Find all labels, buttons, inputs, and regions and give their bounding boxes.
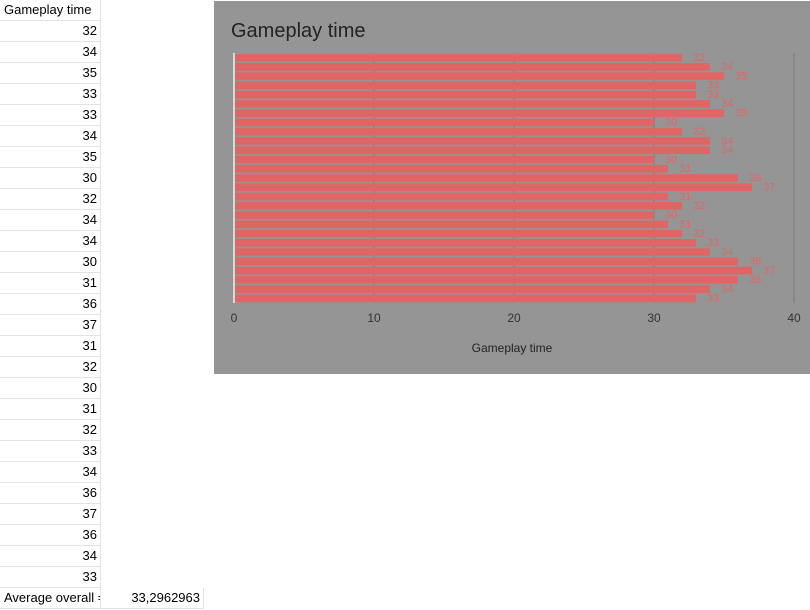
- bar: [234, 90, 696, 99]
- data-cell[interactable]: 33: [0, 84, 101, 105]
- data-cell[interactable]: 31: [0, 399, 101, 420]
- bar: [234, 294, 696, 303]
- bar: [234, 192, 668, 201]
- data-cell[interactable]: 33: [0, 567, 101, 588]
- data-cell[interactable]: 30: [0, 378, 101, 399]
- x-tick-label: 0: [231, 311, 238, 325]
- data-cell[interactable]: 36: [0, 483, 101, 504]
- bar-value-label: 31: [679, 191, 691, 203]
- bar-value-label: 32: [693, 52, 705, 64]
- bar-value-label: 34: [721, 98, 733, 110]
- bar: [234, 229, 682, 238]
- x-tick-label: 30: [647, 311, 661, 325]
- bar-value-label: 37: [763, 182, 775, 194]
- bar: [234, 146, 710, 155]
- data-cell[interactable]: 34: [0, 462, 101, 483]
- bar: [234, 109, 724, 117]
- data-cell[interactable]: 34: [0, 42, 101, 63]
- bar: [234, 183, 752, 192]
- bar-value-label: 32: [693, 228, 705, 240]
- data-cell[interactable]: 32: [0, 357, 101, 378]
- data-cell[interactable]: 31: [0, 273, 101, 294]
- data-cell[interactable]: 35: [0, 63, 101, 84]
- data-cell[interactable]: 35: [0, 147, 101, 168]
- bar: [234, 266, 752, 275]
- data-cell[interactable]: 34: [0, 231, 101, 252]
- bar-value-label: 37: [763, 265, 775, 277]
- bar-value-label: 34: [721, 246, 733, 258]
- bar-value-label: 35: [735, 107, 747, 119]
- data-cell[interactable]: 32: [0, 420, 101, 441]
- bar: [234, 239, 696, 247]
- bar-value-label: 33: [707, 80, 719, 92]
- average-value-cell[interactable]: 33,2962963: [101, 588, 204, 609]
- bar-value-label: 35: [735, 70, 747, 82]
- data-cell[interactable]: 34: [0, 126, 101, 147]
- data-cell[interactable]: 37: [0, 315, 101, 336]
- bar-value-label: 33: [707, 237, 719, 249]
- bar: [234, 257, 738, 266]
- bar-value-label: 32: [693, 200, 705, 212]
- chart-panel[interactable]: Gameplay time 0 10 20 30 40 32 34 35 33 33 34 35 30 32…: [214, 1, 810, 374]
- bar-value-label: 32: [693, 126, 705, 138]
- data-cell[interactable]: 33: [0, 441, 101, 462]
- bar-value-label: 30: [665, 117, 677, 129]
- data-cell[interactable]: 37: [0, 504, 101, 525]
- data-cell[interactable]: 34: [0, 210, 101, 231]
- bar: [234, 137, 710, 145]
- bar-value-label: 34: [721, 135, 733, 147]
- x-axis-label: Gameplay time: [472, 341, 553, 355]
- bar: [234, 63, 710, 71]
- bar: [234, 201, 682, 210]
- data-cell[interactable]: 31: [0, 336, 101, 357]
- data-cell[interactable]: 36: [0, 525, 101, 546]
- bar-value-label: 34: [721, 283, 733, 295]
- bar: [234, 127, 682, 136]
- column-header-cell[interactable]: Gameplay time: [0, 0, 101, 21]
- chart-title: Gameplay time: [231, 20, 366, 42]
- bar: [234, 100, 710, 108]
- average-label-cell[interactable]: Average overall =: [0, 588, 101, 609]
- bar-value-label: 36: [749, 256, 761, 268]
- bar: [234, 276, 738, 284]
- bar-value-label: 30: [665, 154, 677, 166]
- bar: [234, 220, 668, 229]
- bar-value-label: 33: [707, 293, 719, 305]
- bar: [234, 285, 710, 293]
- bar-value-label: 36: [749, 274, 761, 286]
- bar: [234, 81, 696, 90]
- data-cell[interactable]: 34: [0, 546, 101, 567]
- bar: [234, 248, 710, 256]
- bar-value-label: 33: [707, 89, 719, 101]
- bar-value-label: 34: [721, 61, 733, 73]
- bar: [234, 53, 682, 62]
- bar-value-label: 30: [665, 209, 677, 221]
- spreadsheet: Gameplay time 32 34 35 33 33 34 35 30 32 34 34 30 31 3…: [0, 0, 205, 610]
- bar: [234, 155, 654, 164]
- x-tick-label: 20: [507, 311, 521, 325]
- bar-value-label: 34: [721, 145, 733, 157]
- x-tick-label: 10: [367, 311, 381, 325]
- data-cell[interactable]: 36: [0, 294, 101, 315]
- bar-value-label: 31: [679, 163, 691, 175]
- bar: [234, 174, 738, 182]
- bar-value-label: 36: [749, 172, 761, 184]
- bar: [234, 72, 724, 80]
- data-cell[interactable]: 30: [0, 168, 101, 189]
- x-tick-label: 40: [787, 311, 801, 325]
- data-cell[interactable]: 33: [0, 105, 101, 126]
- data-cell[interactable]: 32: [0, 189, 101, 210]
- bar: [234, 211, 654, 219]
- bar: [234, 118, 654, 127]
- data-cell[interactable]: 32: [0, 21, 101, 42]
- bar-value-label: 31: [679, 219, 691, 231]
- bar: [234, 164, 668, 173]
- data-cell[interactable]: 30: [0, 252, 101, 273]
